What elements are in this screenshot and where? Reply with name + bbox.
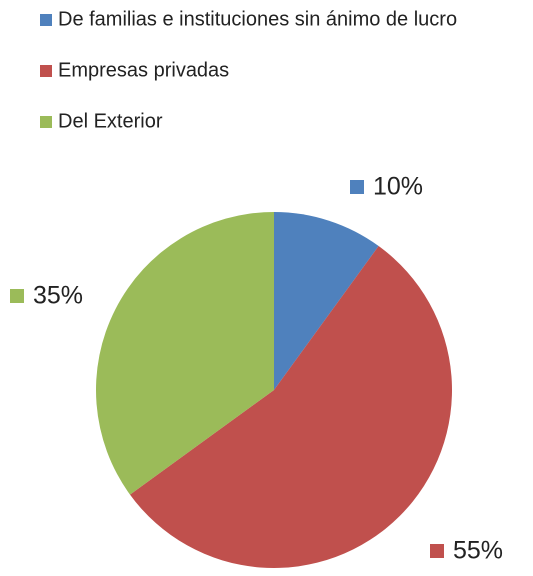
legend-label: Empresas privadas [58, 59, 229, 81]
legend-swatch [40, 116, 52, 128]
data-label: 55% [453, 537, 503, 565]
data-label-swatch [10, 289, 24, 303]
data-label-swatch [350, 180, 364, 194]
pie-slice [274, 212, 379, 390]
legend-swatch [40, 65, 52, 77]
data-label: 10% [373, 173, 423, 201]
legend-label: De familias e instituciones sin ánimo de… [58, 8, 457, 30]
data-label-swatch [430, 544, 444, 558]
legend-swatch [40, 14, 52, 26]
data-label: 35% [33, 282, 83, 310]
pie-slice [96, 212, 274, 495]
pie-slice [129, 245, 453, 568]
legend-label: Del Exterior [58, 110, 163, 132]
